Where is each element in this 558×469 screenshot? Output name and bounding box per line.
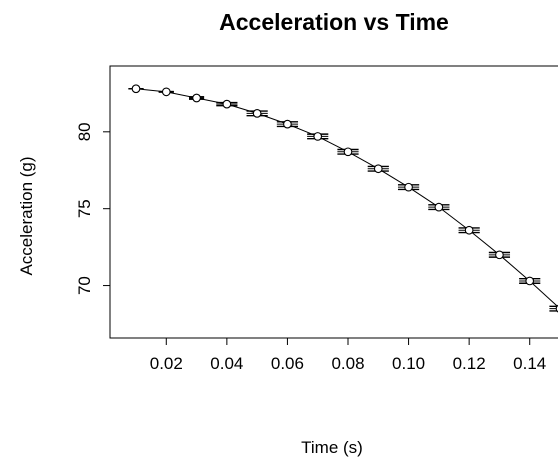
data-point <box>525 276 535 286</box>
data-point <box>192 93 201 103</box>
series-line <box>135 88 558 308</box>
x-tick-label: 0.02 <box>150 354 183 373</box>
x-tick-label: 0.14 <box>513 354 546 373</box>
data-point <box>283 119 292 129</box>
data-point <box>495 250 504 260</box>
plot-area <box>128 84 558 313</box>
data-point <box>131 84 141 94</box>
x-tick-label: 0.04 <box>210 354 243 373</box>
y-tick-label: 70 <box>75 276 94 295</box>
data-point <box>343 147 353 157</box>
y-tick-label: 75 <box>75 199 94 218</box>
data-point <box>404 182 413 192</box>
data-point <box>434 202 444 212</box>
y-tick-label: 80 <box>75 122 94 141</box>
y-axis-label: Acceleration (g) <box>17 156 36 275</box>
y-axis: 70 75 80 <box>75 122 110 295</box>
x-tick-label: 0.06 <box>271 354 304 373</box>
data-point <box>161 87 171 97</box>
x-axis: 0.02 0.04 0.06 0.08 0.10 0.12 0.14 <box>150 338 546 373</box>
data-point <box>313 132 323 141</box>
x-axis-label: Time (s) <box>301 438 363 457</box>
data-point <box>373 164 383 174</box>
data-point <box>252 109 262 118</box>
plot-frame <box>109 65 558 339</box>
data-point <box>464 225 474 235</box>
x-tick-label: 0.12 <box>453 354 486 373</box>
x-tick-label: 0.10 <box>392 354 425 373</box>
data-point <box>222 99 232 109</box>
x-tick-label: 0.08 <box>331 354 364 373</box>
chart-title: Acceleration vs Time <box>219 9 449 35</box>
